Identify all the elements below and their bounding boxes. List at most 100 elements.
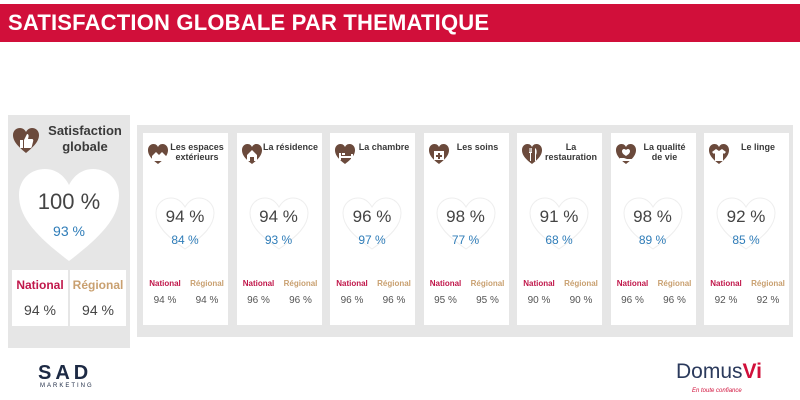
theme-regional-value: 77 % (451, 233, 480, 247)
global-value: 100 % (37, 189, 101, 214)
theme-title: La qualité de vie (635, 142, 695, 162)
theme-national-label: National (242, 279, 275, 288)
theme-title-line2: extérieurs (175, 152, 219, 162)
themes-panel: Les espaces extérieurs 94 % 84 % Nationa… (137, 125, 793, 337)
theme-national-value: 94 % (153, 295, 177, 306)
theme-national-label: National (149, 279, 181, 288)
theme-national-label: National (523, 279, 555, 288)
theme-regional-label: Régional (283, 279, 318, 288)
theme-value: 94 % (165, 207, 205, 226)
theme-regional-value: 85 % (732, 233, 760, 247)
theme-title-line1: La (565, 142, 577, 152)
theme-value: 94 % (259, 207, 298, 226)
theme-title: La restauration (541, 142, 601, 162)
thumbs-up-icon (12, 127, 40, 155)
theme-national-label: National (336, 279, 368, 288)
theme-heart: 91 % 68 % (527, 195, 591, 251)
domus-logo-vi: Vi (742, 360, 762, 383)
theme-regional-value: 68 % (545, 233, 573, 247)
domusvi-logo: DomusVi En toute confiance (676, 360, 796, 398)
global-regional-label: Régional (72, 278, 124, 292)
global-title: Satisfaction globale (42, 123, 128, 155)
theme-title-line1: Les espaces (170, 142, 224, 152)
heart-hand-icon (615, 143, 637, 165)
theme-card: Les espaces extérieurs 94 % 84 % Nationa… (143, 133, 228, 325)
theme-title-line1: La chambre (358, 142, 410, 152)
theme-regional-value: 89 % (638, 233, 667, 247)
theme-regional-value: 97 % (358, 233, 386, 247)
theme-regional-label: Régional (564, 279, 598, 288)
global-title-line1: Satisfaction (48, 123, 122, 138)
shirt-icon (708, 143, 730, 165)
theme-national-value: 90 % (527, 295, 551, 306)
theme-national-value: 96 % (247, 295, 270, 306)
theme-national-label: National (429, 279, 462, 288)
sad-logo-sub: MARKETING (40, 383, 94, 389)
house-icon (241, 143, 263, 165)
theme-heart: 98 % 89 % (621, 195, 685, 251)
theme-title-line1: Les soins (456, 142, 499, 152)
theme-regional-comp-value: 92 % (756, 295, 780, 306)
theme-card: La qualité de vie 98 % 89 % National Rég… (610, 133, 696, 325)
sad-logo-text: SAD (38, 362, 93, 384)
theme-card: La résidence 94 % 93 % National Régional… (236, 133, 322, 325)
theme-title-line1: La résidence (262, 142, 319, 152)
theme-title: La résidence (261, 142, 321, 152)
global-header: Satisfaction globale (8, 121, 130, 165)
domus-logo-text: Domus (676, 360, 743, 383)
theme-title: Le linge (728, 142, 788, 152)
domus-logo-tagline: En toute confiance (692, 388, 742, 394)
theme-regional-label: Régional (470, 279, 505, 288)
theme-regional-comp-value: 96 % (289, 295, 312, 306)
theme-national-value: 95 % (434, 295, 457, 306)
theme-regional-comp-value: 96 % (382, 295, 406, 306)
theme-title-line2: restauration (544, 152, 597, 162)
theme-heart: 98 % 77 % (434, 195, 498, 251)
theme-heart: 94 % 93 % (247, 195, 311, 251)
global-title-line2: globale (62, 139, 108, 154)
theme-heart: 96 % 97 % (340, 195, 404, 251)
theme-title-line1: Le linge (740, 142, 775, 152)
global-national-value: 94 % (24, 302, 56, 318)
global-regional-box: Régional 94 % (70, 270, 126, 326)
theme-title-line1: La qualité (643, 142, 686, 152)
theme-national-value: 92 % (714, 295, 738, 306)
theme-title: Les espaces extérieurs (167, 142, 227, 162)
global-national-box: National 94 % (12, 270, 68, 326)
global-satisfaction-panel: Satisfaction globale 100 % 93 % National… (8, 115, 130, 348)
global-regional-value: 93 % (53, 223, 85, 239)
bed-icon (334, 143, 356, 165)
theme-regional-value: 93 % (264, 233, 293, 247)
theme-value: 98 % (633, 207, 672, 226)
theme-title: Les soins (448, 142, 508, 152)
theme-value: 92 % (726, 207, 766, 226)
theme-value: 91 % (539, 207, 579, 226)
theme-regional-comp-value: 96 % (663, 295, 686, 306)
theme-regional-comp-value: 95 % (476, 295, 499, 306)
theme-card: La restauration 91 % 68 % National Régio… (517, 133, 602, 325)
theme-national-label: National (710, 279, 742, 288)
medical-kit-icon (428, 143, 450, 165)
theme-value: 96 % (352, 207, 392, 226)
theme-regional-value: 84 % (171, 233, 199, 247)
theme-national-value: 96 % (621, 295, 644, 306)
page-title: SATISFACTION GLOBALE PAR THEMATIQUE (0, 4, 800, 42)
houses-icon (147, 143, 169, 165)
theme-national-value: 96 % (340, 295, 364, 306)
theme-heart: 94 % 84 % (153, 195, 217, 251)
cutlery-icon (521, 143, 543, 165)
theme-regional-label: Régional (657, 279, 692, 288)
theme-card: Les soins 98 % 77 % National Régional 95… (423, 133, 509, 325)
theme-regional-label: Régional (751, 279, 785, 288)
theme-regional-label: Régional (190, 279, 224, 288)
global-regional-comp-value: 94 % (82, 302, 114, 318)
theme-regional-comp-value: 90 % (569, 295, 593, 306)
theme-title: La chambre (354, 142, 414, 152)
sad-marketing-logo: SAD MARKETING (38, 362, 108, 394)
theme-regional-comp-value: 94 % (195, 295, 219, 306)
theme-card: Le linge 92 % 85 % National Régional 92 … (704, 133, 789, 325)
theme-value: 98 % (446, 207, 485, 226)
theme-national-label: National (616, 279, 649, 288)
theme-regional-label: Régional (377, 279, 411, 288)
theme-card: La chambre 96 % 97 % National Régional 9… (330, 133, 415, 325)
